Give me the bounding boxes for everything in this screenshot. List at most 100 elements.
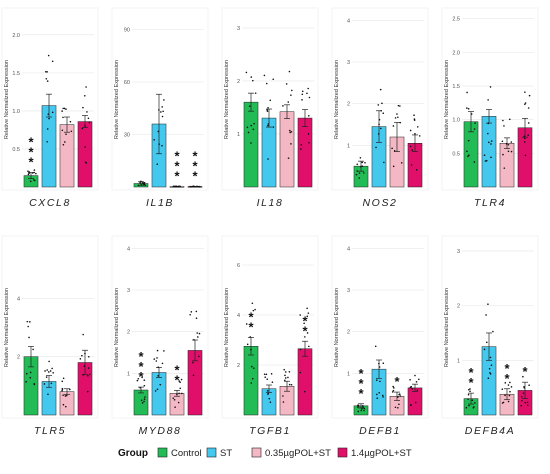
data-point (62, 107, 64, 110)
data-point (180, 378, 183, 381)
y-axis-label: Relative Normalized Expression (114, 60, 120, 139)
y-tick-label: 60 (124, 80, 130, 86)
gene-title: CXCL8 (29, 197, 71, 209)
y-tick-label: 4 (347, 246, 350, 252)
data-point (163, 99, 165, 101)
bar (77, 121, 93, 188)
legend-label: Control (171, 448, 202, 459)
data-point (357, 404, 359, 407)
data-point (510, 386, 513, 388)
data-point (490, 143, 492, 145)
data-point (263, 74, 266, 77)
data-point (504, 382, 507, 384)
data-point (526, 401, 529, 404)
data-point (526, 404, 529, 406)
data-point (382, 362, 385, 365)
data-point (160, 111, 162, 113)
data-point (266, 109, 268, 111)
data-point (65, 394, 68, 397)
data-point (178, 380, 180, 382)
data-point (87, 367, 90, 369)
gene-title: DEFB1 (359, 425, 401, 437)
data-point (156, 388, 159, 391)
data-point (374, 345, 377, 348)
data-point (306, 92, 308, 95)
bar (297, 117, 313, 188)
data-point (396, 113, 398, 115)
data-point (139, 182, 141, 184)
data-point (173, 398, 176, 401)
data-point (254, 308, 256, 311)
data-point (409, 129, 412, 132)
data-point (269, 401, 272, 403)
data-point (361, 405, 364, 407)
y-tick-label: 4 (237, 313, 240, 319)
data-point (61, 110, 63, 112)
data-point (416, 126, 419, 128)
data-point (378, 392, 381, 394)
significance-star: * (138, 349, 144, 364)
data-point (394, 117, 397, 119)
data-point (154, 390, 157, 392)
data-point (82, 333, 84, 336)
gene-title: NOS2 (363, 197, 398, 209)
bar (481, 116, 497, 188)
data-point (307, 312, 310, 314)
data-point (48, 117, 50, 120)
data-point (25, 372, 28, 375)
gene-title: IL18 (257, 197, 284, 209)
data-point (267, 158, 269, 160)
data-point (358, 177, 361, 179)
data-point (158, 143, 161, 145)
significance-star: * (468, 365, 474, 380)
data-point (33, 179, 35, 181)
data-point (391, 147, 393, 150)
data-point (84, 146, 86, 148)
data-point (192, 185, 194, 187)
data-point (410, 164, 413, 166)
data-point (484, 160, 487, 162)
data-point (379, 88, 382, 91)
data-point (245, 71, 248, 74)
data-point (466, 150, 468, 153)
y-tick-label: 2 (347, 102, 350, 108)
data-point (33, 382, 36, 385)
legend-label: 0.35µgPOL+ST (265, 448, 331, 459)
data-point (29, 371, 32, 374)
data-point (176, 393, 178, 396)
bar (261, 117, 277, 188)
data-point (524, 154, 527, 157)
data-point (192, 361, 194, 364)
data-point (467, 388, 470, 391)
data-point (413, 118, 416, 120)
data-point (272, 126, 275, 128)
data-point (308, 96, 311, 99)
data-point (509, 381, 511, 384)
data-point (62, 377, 65, 380)
data-point (161, 115, 164, 118)
data-point (397, 104, 400, 107)
data-point (376, 393, 378, 396)
data-point (282, 395, 284, 397)
bar (243, 346, 259, 416)
data-point (271, 381, 274, 383)
data-point (524, 401, 527, 404)
data-point (28, 336, 30, 339)
data-point (508, 394, 511, 397)
data-point (414, 401, 417, 404)
data-point (157, 130, 160, 133)
data-point (524, 91, 526, 93)
data-point (468, 154, 470, 156)
y-tick-label: 4 (127, 246, 130, 252)
data-point (376, 397, 379, 400)
y-tick-label: 3 (237, 26, 240, 32)
data-point (360, 409, 363, 412)
data-point (27, 173, 30, 176)
data-point (282, 105, 284, 107)
data-point (414, 374, 416, 377)
data-point (250, 124, 253, 127)
data-point (356, 170, 359, 172)
data-point (523, 385, 525, 388)
data-point (153, 358, 156, 360)
